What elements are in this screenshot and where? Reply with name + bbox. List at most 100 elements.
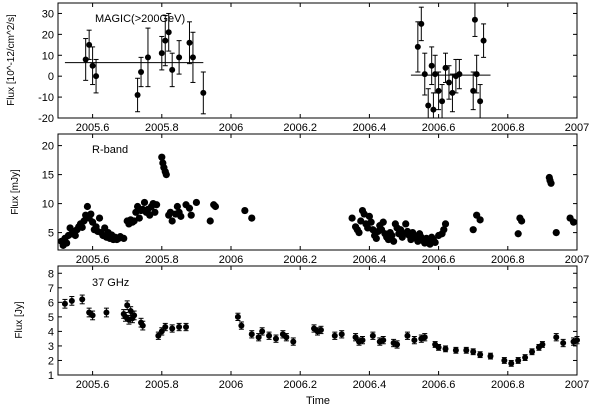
ghz-ytick-label: 6 <box>48 297 54 309</box>
rband-data-point <box>177 212 185 220</box>
ghz-data-point <box>89 312 96 319</box>
ghz-xtick-label: 2007 <box>565 379 589 391</box>
magic-data-point <box>176 54 183 61</box>
magic-xtick-label: 2006.2 <box>283 122 317 134</box>
ghz-data-point <box>487 353 494 360</box>
magic-data-point <box>165 29 172 36</box>
magic-ytick-label: 20 <box>42 29 54 41</box>
ghz-data-point <box>139 322 146 329</box>
rband-xtick-label: 2006 <box>219 254 243 266</box>
rband-annotation: R-band <box>92 144 128 156</box>
magic-annotation: MAGIC(>200GeV) <box>95 13 185 25</box>
rband-data-point <box>388 231 396 240</box>
rband-panel: R-band Flux [mJy] 2005.6 2005.8 2006 2006.2… <box>10 133 589 266</box>
ghz-ticks: 2005.6 2005.8 2006 2006.2 2006.4 2006.6 2006.8… <box>48 266 589 391</box>
magic-data-point <box>477 98 484 105</box>
magic-data-point <box>200 89 207 96</box>
rband-data-point <box>367 218 375 226</box>
ghz-data-point <box>411 337 418 344</box>
ghz-data-point <box>238 322 245 329</box>
ghz-data-point <box>158 328 165 335</box>
magic-data-point <box>89 62 96 69</box>
rband-data-point <box>547 179 555 187</box>
magic-data-point <box>430 106 437 113</box>
magic-data-point <box>470 87 477 94</box>
rband-ticks: 2005.6 2005.8 2006 2006.2 2006.4 2006.6 2006.8… <box>42 134 589 266</box>
rband-data-point <box>192 198 200 207</box>
rband-data-point <box>153 201 161 209</box>
ghz-data-point <box>380 337 387 344</box>
rband-data-point <box>379 218 387 226</box>
ghz-data-point <box>560 340 567 347</box>
rband-data-point <box>168 217 176 225</box>
rband-data-point <box>187 211 195 219</box>
magic-xtick-label: 2006.8 <box>491 122 525 134</box>
ghz-ytick-label: 2 <box>48 355 54 367</box>
rband-data-point <box>211 202 220 211</box>
magic-data-point <box>456 71 463 78</box>
magic-ytick-label: 30 <box>42 8 54 20</box>
rband-data-point <box>569 218 578 226</box>
rband-data-point <box>162 171 170 179</box>
ghz-data-point <box>290 338 297 345</box>
rband-marks <box>57 153 578 249</box>
ghz-xtick-label: 2006.8 <box>491 379 525 391</box>
magic-panel: MAGIC(>200GeV) Flux [10^-12/cm^2/s] 2005… <box>6 2 589 134</box>
rband-data-point <box>78 223 86 231</box>
rband-data-point <box>173 202 181 211</box>
rband-xtick-label: 2007 <box>565 254 589 266</box>
magic-data-point <box>435 87 442 94</box>
ghz-data-point <box>259 328 266 335</box>
rband-data-point <box>348 214 356 222</box>
rband-data-point <box>135 214 143 222</box>
magic-data-point <box>432 71 439 78</box>
magic-data-point <box>480 37 487 44</box>
ghz-xtick-label: 2006.2 <box>283 379 317 391</box>
rband-data-point <box>552 229 560 237</box>
ghz-data-point <box>404 332 411 339</box>
ghz-xtick-label: 2006 <box>219 379 243 391</box>
ghz-marks <box>61 294 580 367</box>
magic-xtick-label: 2005.6 <box>76 122 110 134</box>
ghz-annotation: 37 GHz <box>92 277 129 289</box>
rband-ytick-label: 15 <box>42 170 54 182</box>
magic-data-point <box>162 37 169 44</box>
magic-data-point <box>425 102 432 109</box>
magic-data-point <box>471 16 478 23</box>
rband-data-point <box>431 238 439 247</box>
magic-data-point <box>138 69 145 75</box>
ghz-ytick-label: 8 <box>48 268 54 280</box>
ghz-data-point <box>553 334 560 341</box>
ghz-data-point <box>463 347 470 354</box>
magic-ytick-label: 10 <box>42 50 54 62</box>
ghz-ytick-label: 7 <box>48 283 54 295</box>
ghz-data-point <box>234 313 241 320</box>
ghz-data-point <box>103 309 110 316</box>
rband-data-point <box>87 210 95 218</box>
ghz-data-point <box>272 335 279 342</box>
ghz-xtick-label: 2006.4 <box>353 379 387 391</box>
magic-data-point <box>473 71 480 78</box>
rband-data-point <box>158 153 166 161</box>
ghz-data-point <box>124 302 131 309</box>
ghz-data-point <box>421 334 428 341</box>
ghz-ytick-label: 3 <box>48 341 54 353</box>
rband-xtick-label: 2006.8 <box>491 254 525 266</box>
rband-xtick-label: 2005.6 <box>76 254 110 266</box>
magic-data-point <box>93 73 100 80</box>
magic-data-point <box>445 79 452 86</box>
magic-marks <box>64 2 491 119</box>
ghz-data-point <box>501 357 508 364</box>
rband-data-point <box>140 198 149 207</box>
ghz-data-point <box>508 360 515 367</box>
rband-data-point <box>95 214 104 222</box>
magic-data-point <box>186 39 193 46</box>
ghz-ytick-label: 4 <box>48 326 54 338</box>
ghz-data-point <box>359 337 366 344</box>
rband-data-point <box>372 234 380 242</box>
rband-data-point <box>469 226 477 234</box>
ghz-data-point <box>283 334 290 341</box>
rband-ylabel: Flux [mJy] <box>10 169 21 215</box>
ghz-data-point <box>574 337 580 344</box>
magic-xtick-label: 2006 <box>219 122 243 134</box>
